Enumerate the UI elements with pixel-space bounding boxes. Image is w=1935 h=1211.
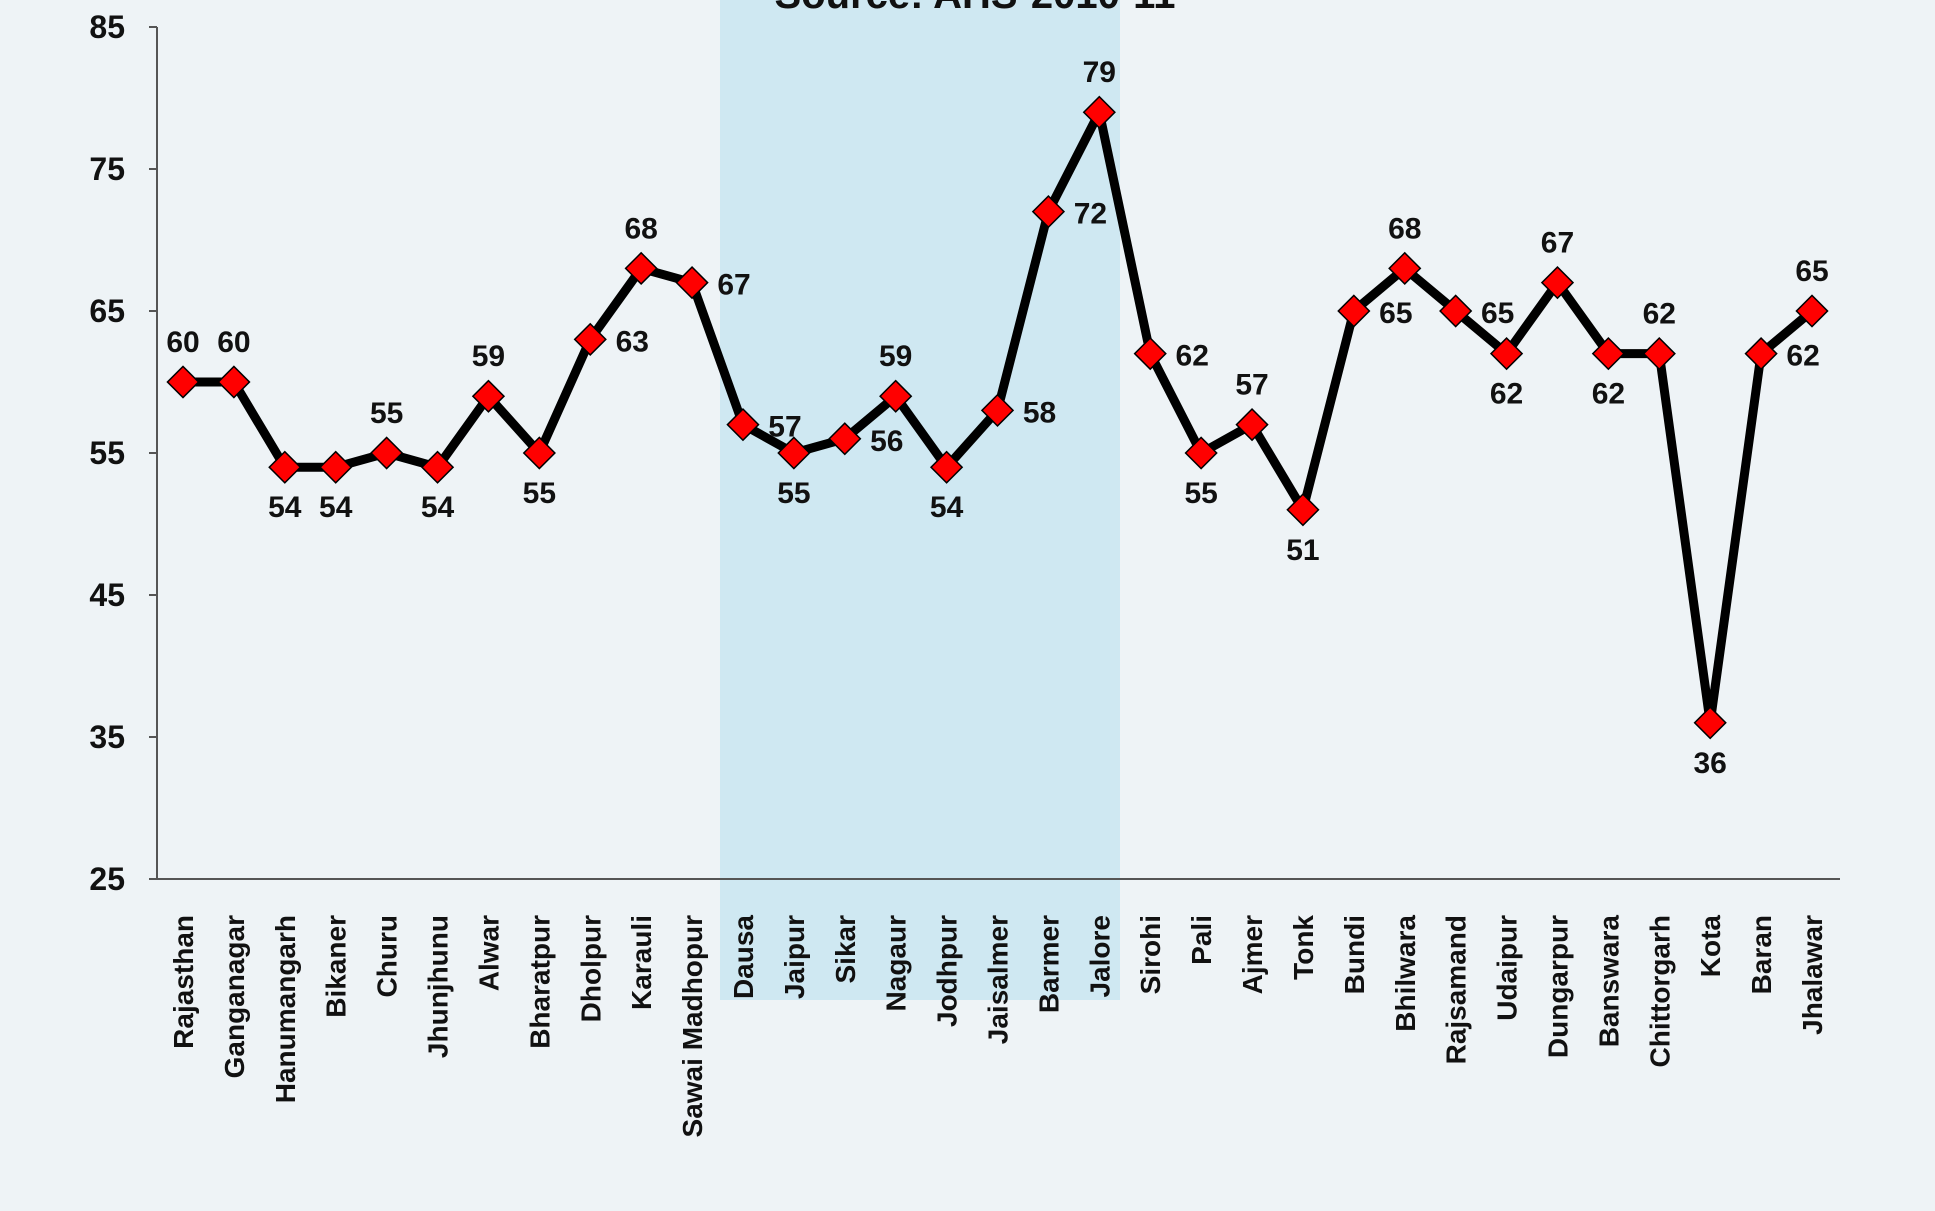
y-tick-label: 25 bbox=[89, 861, 125, 897]
y-tick-label: 75 bbox=[89, 151, 125, 187]
x-tick-label: Udaipur bbox=[1492, 915, 1523, 1021]
data-label: 59 bbox=[472, 340, 505, 373]
data-label: 62 bbox=[1643, 298, 1676, 331]
x-tick-label: Bhilwara bbox=[1390, 915, 1421, 1032]
data-label: 72 bbox=[1074, 198, 1107, 231]
x-tick-label: Jaisalmer bbox=[983, 915, 1014, 1044]
data-label: 60 bbox=[166, 326, 199, 359]
y-tick-label: 55 bbox=[89, 435, 125, 471]
x-tick-label: Bikaner bbox=[321, 915, 352, 1018]
data-label: 55 bbox=[370, 397, 403, 430]
data-label: 58 bbox=[1023, 396, 1056, 429]
x-tick-label: Sirohi bbox=[1135, 915, 1166, 994]
data-label: 57 bbox=[768, 411, 801, 444]
data-label: 54 bbox=[268, 491, 302, 524]
data-label: 54 bbox=[930, 491, 964, 524]
data-label: 63 bbox=[616, 325, 649, 358]
x-tick-label: Baran bbox=[1746, 915, 1777, 994]
x-tick-label: Hanumangarh bbox=[270, 915, 301, 1103]
data-label: 65 bbox=[1795, 255, 1828, 288]
x-tick-label: Dholpur bbox=[575, 915, 606, 1022]
x-tick-label: Banswara bbox=[1593, 915, 1624, 1048]
x-tick-label: Chittorgarh bbox=[1644, 915, 1675, 1067]
x-tick-label: Kota bbox=[1695, 915, 1726, 978]
data-label: 62 bbox=[1490, 378, 1523, 411]
x-tick-label: Rajsamand bbox=[1441, 915, 1472, 1064]
x-tick-label: Jodhpur bbox=[932, 915, 963, 1027]
x-tick-label: Sawai Madhopur bbox=[677, 915, 708, 1138]
data-label: 65 bbox=[1481, 297, 1514, 330]
x-tick-label: Nagaur bbox=[881, 915, 912, 1012]
x-tick-label: Dausa bbox=[728, 915, 759, 999]
data-label: 54 bbox=[319, 491, 353, 524]
y-tick-label: 85 bbox=[89, 9, 125, 45]
x-tick-label: Bharatpur bbox=[524, 915, 555, 1049]
x-tick-label: Ganganagar bbox=[219, 915, 250, 1078]
x-tick-label: Dungarpur bbox=[1542, 915, 1573, 1058]
y-tick-label: 45 bbox=[89, 577, 125, 613]
x-tick-label: Ajmer bbox=[1237, 915, 1268, 994]
data-label: 62 bbox=[1176, 340, 1209, 373]
data-label: 79 bbox=[1083, 56, 1116, 89]
data-label: 68 bbox=[624, 212, 657, 245]
data-label: 68 bbox=[1388, 212, 1421, 245]
data-label: 36 bbox=[1694, 747, 1727, 780]
data-label: 62 bbox=[1786, 340, 1819, 373]
x-tick-label: Jaipur bbox=[779, 915, 810, 999]
data-label: 51 bbox=[1286, 534, 1319, 567]
x-tick-label: Alwar bbox=[473, 915, 504, 991]
x-tick-label: Barmer bbox=[1033, 915, 1064, 1013]
chart-title: Source: AHS-2010-11 bbox=[775, 0, 1176, 17]
x-tick-label: Jhalawar bbox=[1797, 915, 1828, 1035]
x-tick-label: Churu bbox=[372, 915, 403, 997]
data-label: 65 bbox=[1379, 297, 1412, 330]
data-label: 67 bbox=[1541, 227, 1574, 260]
x-tick-label: Karauli bbox=[626, 915, 657, 1010]
page: Source: AHS-2010-11 25 35 45 55 65 75 85 Rajast… bbox=[0, 0, 1935, 1211]
x-tick-label: Bundi bbox=[1339, 915, 1370, 994]
y-tick-label: 65 bbox=[89, 293, 125, 329]
x-tick-label: Jalore bbox=[1084, 915, 1115, 998]
data-label: 55 bbox=[1184, 477, 1217, 510]
data-label: 54 bbox=[421, 491, 455, 524]
data-label: 60 bbox=[217, 326, 250, 359]
data-label: 67 bbox=[717, 269, 750, 302]
y-tick-label: 35 bbox=[89, 719, 125, 755]
data-label: 56 bbox=[870, 425, 903, 458]
data-label: 55 bbox=[523, 477, 556, 510]
x-tick-label: Sikar bbox=[830, 915, 861, 984]
chart: Source: AHS-2010-11 25 35 45 55 65 75 85 Rajast… bbox=[0, 0, 1935, 1211]
data-label: 57 bbox=[1235, 369, 1268, 402]
x-tick-label: Tonk bbox=[1288, 915, 1319, 980]
x-tick-label: Jhunjhunu bbox=[423, 915, 454, 1058]
data-label: 55 bbox=[777, 477, 810, 510]
x-tick-label: Pali bbox=[1186, 915, 1217, 965]
data-label: 62 bbox=[1592, 378, 1625, 411]
x-tick-label: Rajasthan bbox=[168, 915, 199, 1049]
data-label: 59 bbox=[879, 340, 912, 373]
